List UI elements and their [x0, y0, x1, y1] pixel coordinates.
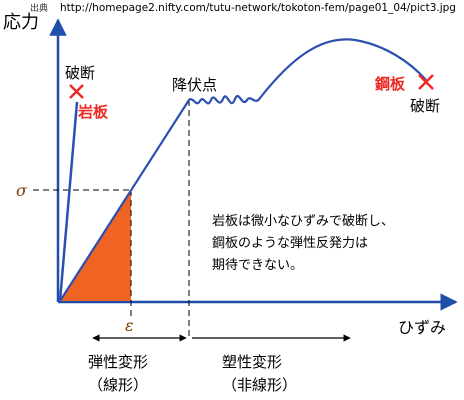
x-axis-label: ひずみ	[398, 318, 446, 337]
note-block: 岩板は微小なひずみで破断し、 鋼板のような弾性反発力は 期待できない。	[212, 214, 394, 273]
rock-label: 岩板	[77, 103, 109, 121]
plastic-label: 塑性変形	[222, 353, 282, 371]
rock-fracture-cross-icon	[69, 84, 84, 99]
steel-label: 鋼板	[374, 75, 406, 93]
y-axis-label: 応力	[3, 12, 39, 33]
note-line-3: 期待できない。	[212, 258, 303, 273]
rock-fracture-label: 破断	[65, 64, 95, 82]
rock-curve	[58, 101, 79, 302]
note-line-2: 鋼板のような弾性反発力は	[212, 236, 368, 251]
plastic-sub-label: （非線形）	[222, 376, 297, 394]
sigma-label: σ	[16, 181, 28, 200]
elastic-label: 弾性変形	[88, 353, 148, 371]
elastic-sub-label: （線形）	[88, 376, 148, 394]
steel-fracture-cross-icon	[418, 74, 434, 90]
note-line-1: 岩板は微小なひずみで破断し、	[212, 214, 394, 229]
yield-point-label: 降伏点	[172, 76, 217, 94]
source-prefix: 出典	[30, 2, 48, 14]
steel-curve	[59, 38, 427, 302]
epsilon-label: ε	[125, 316, 134, 335]
steel-fracture-label: 破断	[410, 97, 440, 115]
source-url: http://homepage2.nifty.com/tutu-network/…	[60, 2, 456, 14]
